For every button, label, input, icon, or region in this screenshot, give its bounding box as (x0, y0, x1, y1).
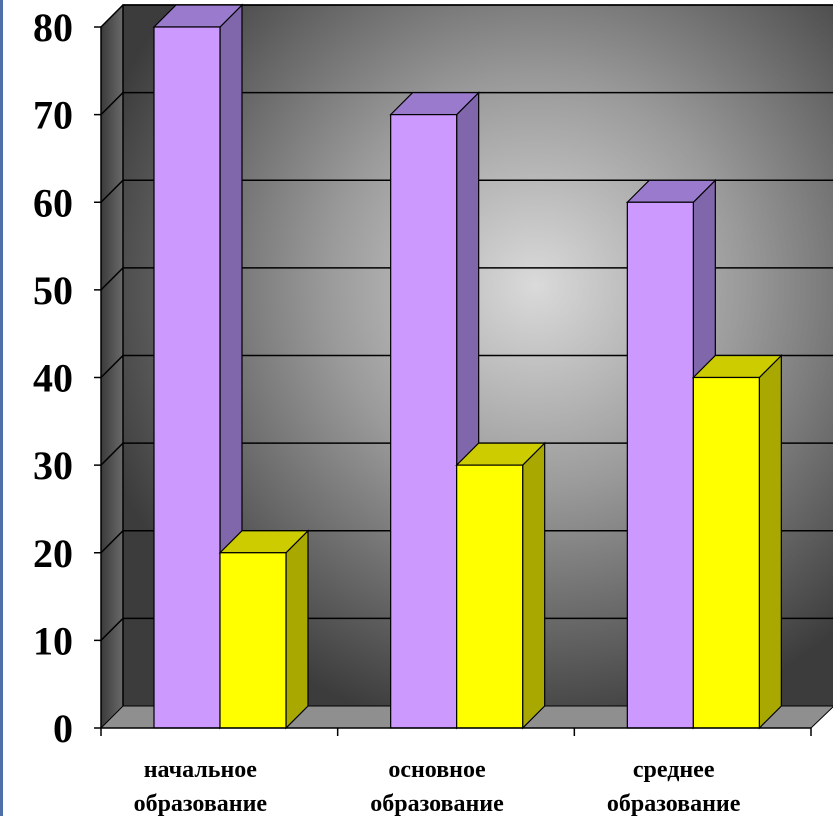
y-tick-label: 60 (33, 180, 73, 225)
bar (219, 552, 287, 729)
bars (152, 3, 783, 730)
y-tick-label: 40 (33, 356, 73, 401)
gridline (100, 91, 833, 116)
x-tick-label: начальное (144, 757, 258, 783)
x-tick-label: образование (370, 791, 504, 816)
bar-side (522, 441, 546, 730)
bar-group (455, 441, 547, 730)
gridline (100, 530, 833, 554)
y-axis-ticks: 0 10 20 30 40 50 60 70 80 (33, 5, 101, 751)
chart-canvas: 0 10 20 30 40 50 60 70 80 начальное образование ос… (33, 3, 833, 816)
y-tick-label: 10 (33, 618, 73, 663)
x-tick-label: образование (134, 791, 268, 816)
bar (692, 376, 760, 729)
x-tick-label: среднее (633, 757, 715, 783)
y-tick-label: 80 (33, 5, 73, 50)
x-axis-ticks: начальное образование основное образование с… (100, 728, 812, 816)
gridlines (100, 4, 833, 641)
bar-group (218, 529, 310, 730)
gridline (100, 179, 833, 203)
bar (626, 201, 694, 729)
gridline (100, 617, 833, 641)
y-tick-label: 20 (33, 531, 73, 576)
y-tick-label: 50 (33, 268, 73, 313)
bar (456, 464, 524, 729)
gridline (100, 4, 833, 28)
x-tick-label: основное (388, 757, 486, 783)
bar (153, 26, 221, 729)
gridline (100, 442, 833, 466)
gridline (100, 354, 833, 379)
bar-group (691, 354, 783, 730)
bar (390, 114, 458, 729)
bar-side (758, 354, 782, 730)
y-tick-label: 30 (33, 443, 73, 488)
gridline (100, 267, 833, 291)
y-tick-label: 0 (53, 706, 73, 751)
bar-side (285, 529, 309, 730)
y-tick-label: 70 (33, 93, 73, 138)
x-tick-label: образование (607, 791, 741, 816)
